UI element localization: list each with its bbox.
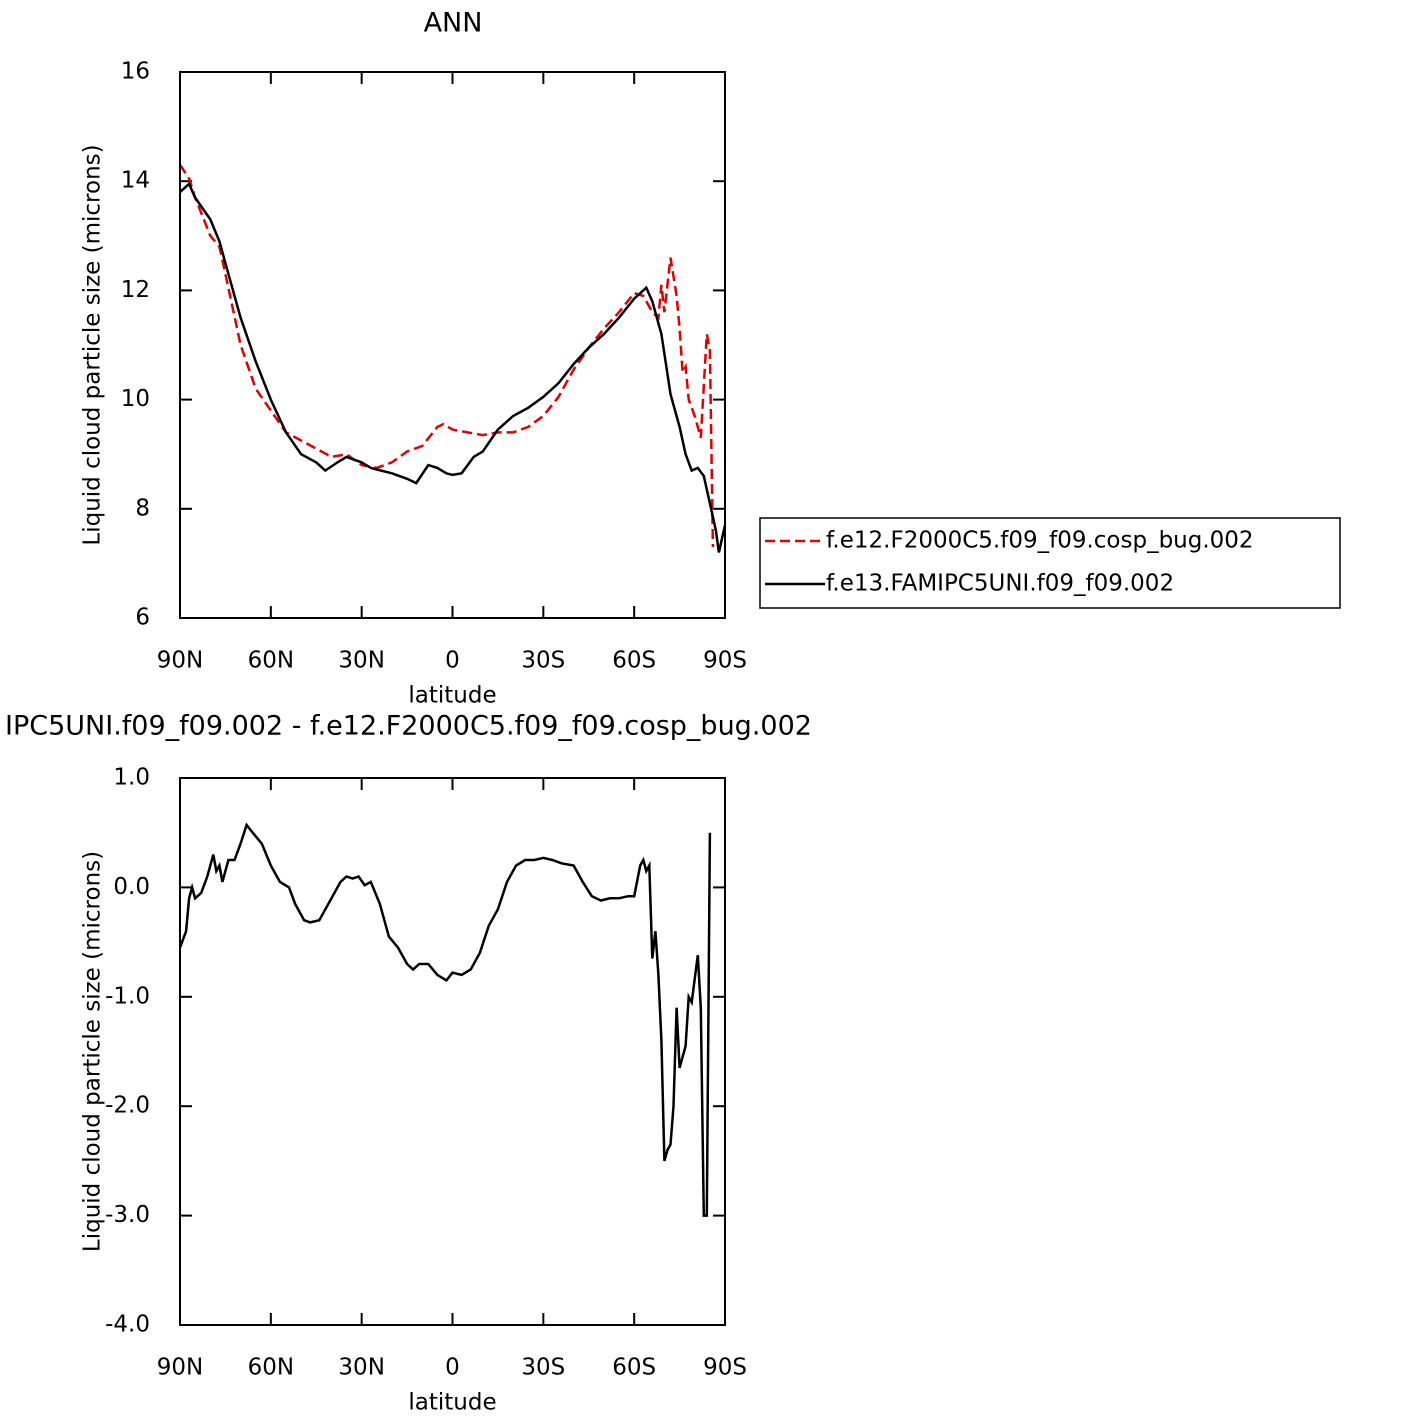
- y-axis-label: Liquid cloud particle size (microns): [80, 144, 106, 545]
- x-tick-label: 30N: [338, 648, 384, 674]
- y-tick-label: 8: [135, 495, 150, 521]
- x-tick-label: 60S: [612, 1355, 656, 1381]
- x-tick-label: 90N: [157, 1355, 203, 1381]
- x-tick-label: 60S: [612, 648, 656, 674]
- chart-title: IPC5UNI.f09_f09.002 - f.e12.F2000C5.f09_…: [5, 711, 812, 742]
- legend-box: [759, 517, 1341, 609]
- x-tick-label: 90S: [703, 1355, 747, 1381]
- y-tick-label: 16: [121, 59, 150, 85]
- x-tick-label: 90N: [157, 648, 203, 674]
- y-tick-label: -1.0: [105, 983, 150, 1009]
- x-tick-label: 0: [445, 1355, 460, 1381]
- plot-frame: [179, 777, 726, 1326]
- y-tick-label: 12: [121, 277, 150, 303]
- data-line: [178, 822, 712, 1217]
- plot-frame: [179, 71, 726, 619]
- y-tick-label: 6: [135, 605, 150, 631]
- y-tick-label: -4.0: [105, 1312, 150, 1338]
- y-tick-label: -2.0: [105, 1093, 150, 1119]
- y-tick-label: 0.0: [113, 874, 150, 900]
- x-tick-label: 30S: [521, 648, 565, 674]
- data-line: [179, 181, 727, 553]
- x-tick-label: 30S: [521, 1355, 565, 1381]
- x-tick-label: 0: [445, 648, 460, 674]
- x-tick-label: 30N: [338, 1355, 384, 1381]
- legend-label: f.e12.F2000C5.f09_f09.cosp_bug.002: [826, 528, 1254, 554]
- y-tick-label: 14: [121, 168, 150, 194]
- chart-title: ANN: [424, 8, 483, 39]
- y-tick-label: 10: [121, 386, 150, 412]
- x-tick-label: 60N: [248, 648, 294, 674]
- data-line: [178, 164, 715, 548]
- y-tick-label: -3.0: [105, 1202, 150, 1228]
- x-axis-label: latitude: [408, 683, 496, 709]
- y-axis-label: Liquid cloud particle size (microns): [80, 851, 106, 1252]
- y-tick-label: 1.0: [113, 765, 150, 791]
- x-axis-label: latitude: [408, 1390, 496, 1416]
- legend-label: f.e13.FAMIPC5UNI.f09_f09.002: [826, 571, 1174, 597]
- x-tick-label: 60N: [248, 1355, 294, 1381]
- x-tick-label: 90S: [703, 648, 747, 674]
